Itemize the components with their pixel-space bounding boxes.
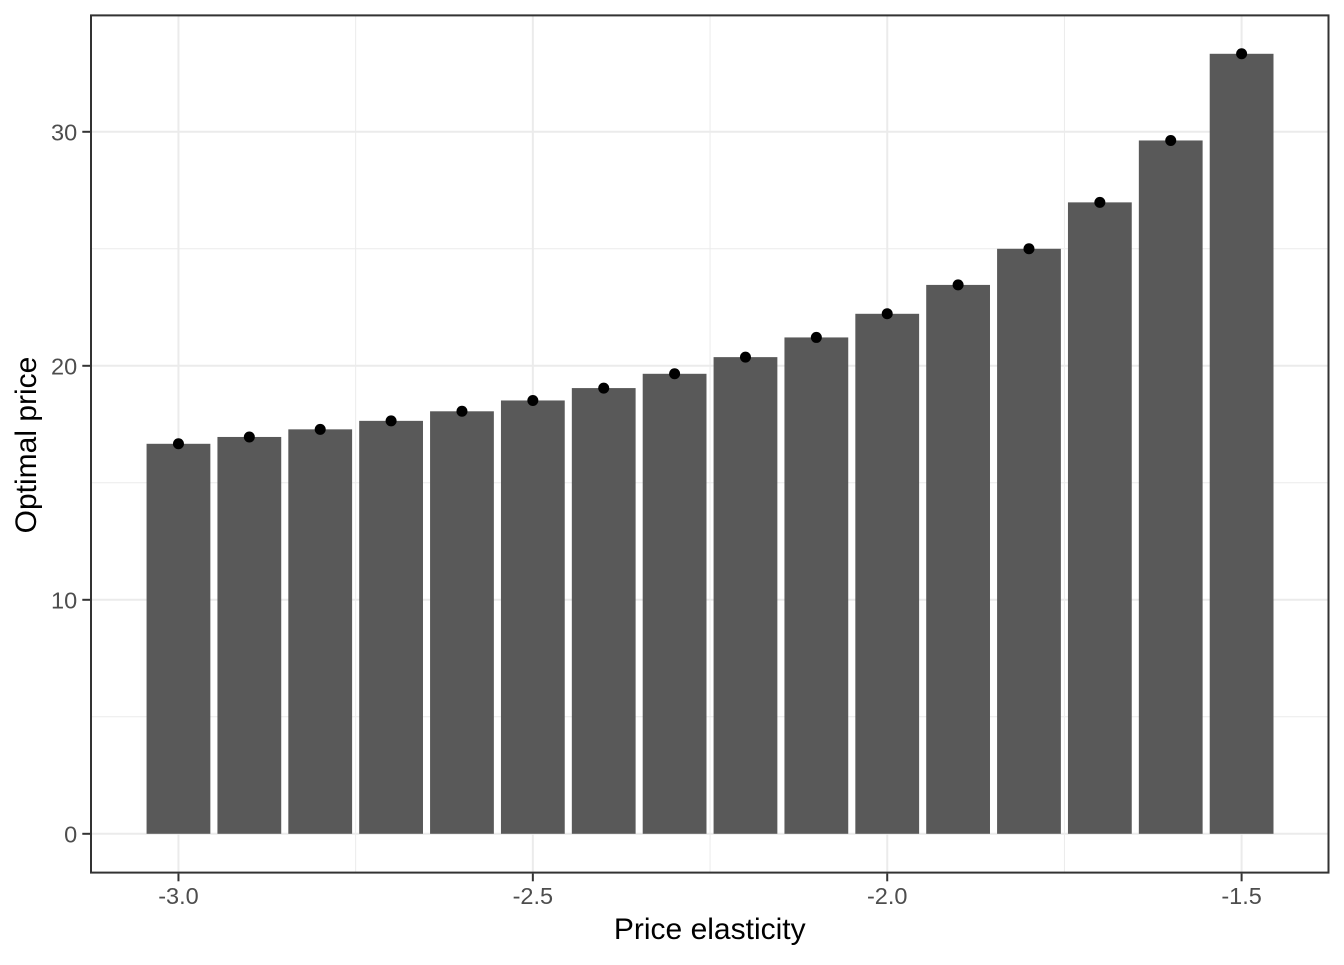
bar-series: [146, 53, 1274, 834]
y-tick-label: 30: [51, 119, 77, 145]
point: [739, 351, 751, 363]
point: [456, 405, 468, 417]
x-tick-label: -2.0: [867, 883, 908, 909]
y-tick-label: 0: [64, 821, 77, 847]
bar: [855, 313, 920, 834]
y-tick-label: 20: [51, 353, 77, 379]
point: [527, 394, 539, 406]
point: [598, 382, 610, 394]
point: [1094, 196, 1106, 208]
bar: [500, 400, 565, 834]
bar: [1209, 53, 1274, 834]
axis-tick-marks: [82, 130, 1243, 882]
point-series: [172, 48, 1248, 450]
point: [1165, 134, 1177, 146]
x-tick-label: -1.5: [1221, 883, 1262, 909]
point: [1236, 48, 1248, 60]
x-axis-title: Price elasticity: [614, 913, 806, 946]
bar: [926, 284, 990, 834]
x-tick-label: -2.5: [513, 883, 554, 909]
point: [172, 438, 184, 450]
bar: [784, 337, 849, 834]
bar: [997, 248, 1061, 834]
point: [810, 331, 822, 343]
bar: [642, 373, 707, 834]
y-tick-label: 10: [51, 587, 77, 613]
point: [881, 308, 893, 320]
point: [1023, 243, 1035, 255]
bar: [217, 436, 282, 834]
point: [385, 415, 397, 427]
point: [314, 423, 326, 435]
bar: [1138, 140, 1203, 834]
y-axis-title: Optimal price: [10, 357, 43, 534]
bar: [713, 357, 778, 834]
bar: [146, 443, 211, 834]
point: [243, 431, 255, 443]
y-axis-tick-labels: 0 10 20 30: [51, 119, 77, 847]
x-axis-tick-labels: -3.0 -2.5 -2.0 -1.5: [158, 883, 1262, 909]
point: [669, 368, 681, 380]
x-tick-label: -3.0: [158, 883, 199, 909]
bar: [359, 420, 423, 834]
bar: [571, 388, 636, 834]
panel-border: [90, 14, 1330, 874]
bar: [430, 411, 494, 834]
point: [952, 279, 964, 291]
bar: [288, 429, 353, 834]
bar: [1067, 202, 1132, 834]
